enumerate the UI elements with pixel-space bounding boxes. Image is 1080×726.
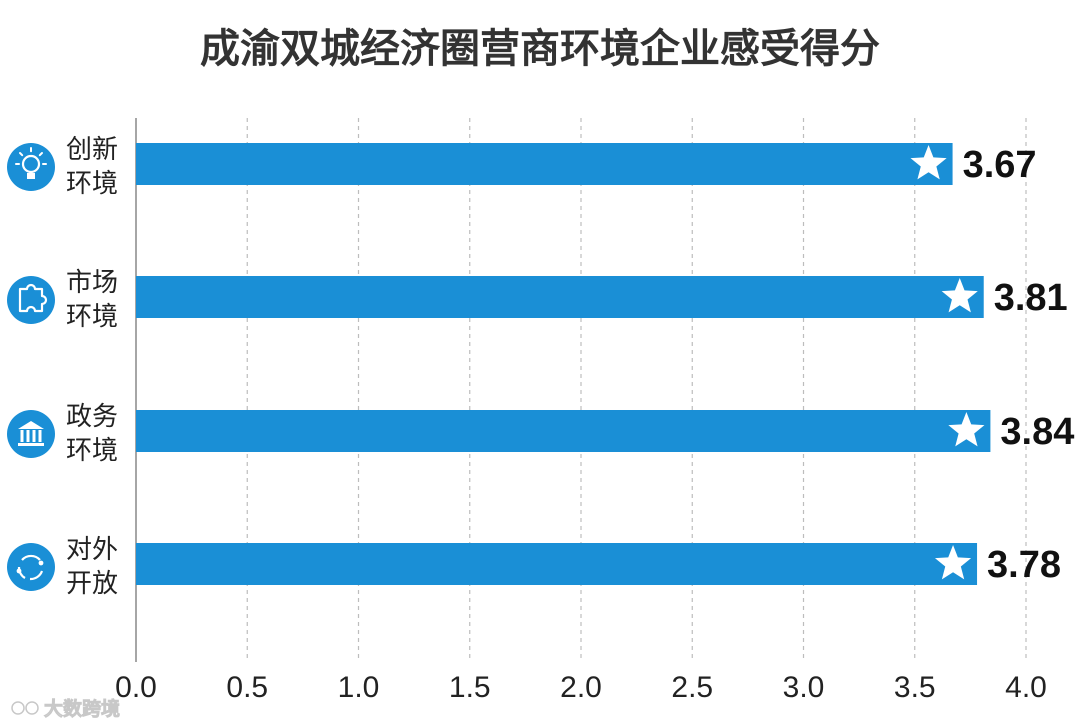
category-label-line1: 市场 bbox=[66, 268, 118, 298]
category-label-line2: 环境 bbox=[66, 436, 118, 466]
bars: 3.67 3.81 3.84 3.78 bbox=[136, 143, 1074, 586]
government-building-icon bbox=[7, 410, 55, 458]
x-tick-label: 0.0 bbox=[115, 671, 157, 704]
value-label: 3.84 bbox=[1000, 411, 1074, 453]
bar-3 bbox=[136, 410, 991, 452]
star-icon bbox=[941, 278, 978, 313]
sun-logo-icon bbox=[11, 701, 39, 715]
x-tick-label: 2.5 bbox=[671, 671, 713, 704]
star-icon bbox=[934, 545, 972, 580]
x-tick-label: 0.5 bbox=[226, 671, 268, 704]
x-tick-label: 1.5 bbox=[449, 671, 491, 704]
watermark-text: 大数跨境 bbox=[44, 697, 120, 720]
category-label-line2: 环境 bbox=[66, 302, 118, 332]
value-label: 3.81 bbox=[994, 277, 1068, 319]
category-label-line1: 政务 bbox=[66, 402, 118, 432]
bar-2 bbox=[136, 276, 984, 318]
circular-arrows-icon bbox=[7, 543, 55, 591]
x-tick-label: 4.0 bbox=[1005, 671, 1047, 704]
x-tick-label: 1.0 bbox=[338, 671, 380, 704]
x-tick-label: 3.0 bbox=[783, 671, 825, 704]
puzzle-icon bbox=[7, 276, 55, 324]
x-tick-labels: 0.0 0.5 1.0 1.5 2.0 2.5 3.0 3.5 4.0 bbox=[115, 671, 1047, 704]
star-icon bbox=[910, 145, 947, 180]
star-icon bbox=[948, 412, 985, 447]
lightbulb-icon bbox=[7, 143, 55, 191]
x-tick-label: 3.5 bbox=[894, 671, 936, 704]
category-label-line1: 对外 bbox=[66, 535, 118, 565]
bar-1 bbox=[136, 143, 953, 185]
x-tick-label: 2.0 bbox=[560, 671, 602, 704]
category-label-line2: 开放 bbox=[66, 569, 118, 599]
value-label: 3.67 bbox=[963, 144, 1037, 186]
bar-4 bbox=[136, 543, 978, 585]
value-label: 3.78 bbox=[987, 544, 1061, 586]
category-label-line1: 创新 bbox=[66, 135, 118, 165]
chart-title: 成渝双城经济圈营商环境企业感受得分 bbox=[200, 26, 880, 72]
category-label-line2: 环境 bbox=[66, 169, 118, 199]
watermark: 大数跨境 bbox=[11, 697, 120, 720]
